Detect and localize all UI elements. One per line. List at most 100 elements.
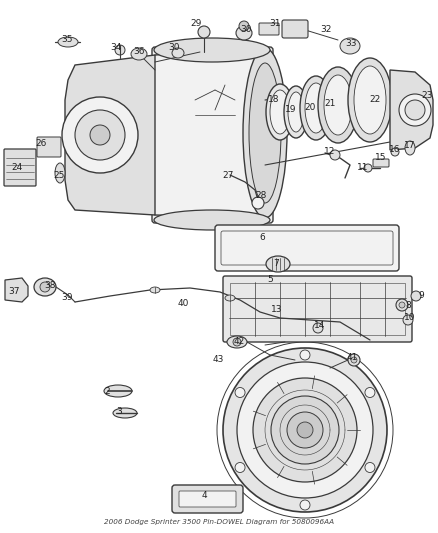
Circle shape — [75, 110, 125, 160]
Text: 7: 7 — [273, 260, 279, 269]
Text: 24: 24 — [11, 163, 23, 172]
Ellipse shape — [354, 66, 386, 134]
Circle shape — [233, 338, 241, 346]
Circle shape — [300, 350, 310, 360]
Ellipse shape — [154, 38, 270, 62]
Text: 20: 20 — [304, 102, 316, 111]
Ellipse shape — [270, 90, 290, 134]
FancyBboxPatch shape — [259, 23, 279, 35]
Ellipse shape — [154, 210, 270, 230]
Circle shape — [198, 26, 210, 38]
Text: 2006 Dodge Sprinter 3500 Pin-DOWEL Diagram for 5080096AA: 2006 Dodge Sprinter 3500 Pin-DOWEL Diagr… — [104, 519, 334, 525]
Text: 11: 11 — [357, 163, 369, 172]
Ellipse shape — [318, 67, 358, 143]
Circle shape — [297, 422, 313, 438]
Text: 30: 30 — [168, 44, 180, 52]
Text: 13: 13 — [271, 305, 283, 314]
Circle shape — [239, 21, 249, 31]
Text: 26: 26 — [35, 139, 47, 148]
Ellipse shape — [58, 37, 78, 47]
Text: 30: 30 — [240, 26, 252, 35]
Circle shape — [237, 362, 373, 498]
Ellipse shape — [266, 84, 294, 140]
Text: 5: 5 — [267, 276, 273, 285]
Polygon shape — [390, 70, 433, 150]
Ellipse shape — [340, 38, 360, 54]
FancyBboxPatch shape — [223, 276, 412, 342]
Text: 28: 28 — [255, 190, 267, 199]
Text: 29: 29 — [191, 20, 201, 28]
FancyBboxPatch shape — [215, 225, 399, 271]
Text: 35: 35 — [61, 36, 73, 44]
Ellipse shape — [113, 408, 137, 418]
Ellipse shape — [243, 48, 287, 218]
Circle shape — [403, 315, 413, 325]
Text: 6: 6 — [259, 233, 265, 243]
FancyBboxPatch shape — [37, 137, 61, 157]
Text: 25: 25 — [53, 171, 65, 180]
Ellipse shape — [131, 48, 147, 60]
Text: 12: 12 — [324, 147, 336, 156]
Text: 16: 16 — [389, 144, 401, 154]
Circle shape — [223, 348, 387, 512]
Text: 39: 39 — [61, 294, 73, 303]
Circle shape — [253, 378, 357, 482]
Polygon shape — [5, 278, 28, 302]
Ellipse shape — [288, 92, 304, 132]
Ellipse shape — [227, 336, 247, 348]
Ellipse shape — [172, 48, 184, 58]
Text: 15: 15 — [375, 154, 387, 163]
Ellipse shape — [284, 86, 308, 138]
Ellipse shape — [324, 75, 352, 135]
Text: 43: 43 — [212, 356, 224, 365]
Text: 4: 4 — [201, 491, 207, 500]
Circle shape — [235, 387, 245, 398]
Circle shape — [271, 396, 339, 464]
Ellipse shape — [55, 163, 65, 183]
Text: 34: 34 — [110, 43, 122, 52]
Polygon shape — [65, 55, 155, 215]
FancyBboxPatch shape — [282, 20, 308, 38]
Circle shape — [252, 197, 264, 209]
Text: 2: 2 — [104, 386, 110, 395]
FancyBboxPatch shape — [4, 149, 36, 186]
Text: 41: 41 — [346, 353, 358, 362]
Text: 31: 31 — [269, 20, 281, 28]
Circle shape — [90, 125, 110, 145]
Text: 32: 32 — [320, 25, 332, 34]
Circle shape — [300, 500, 310, 510]
FancyBboxPatch shape — [179, 491, 236, 507]
Text: 22: 22 — [369, 95, 381, 104]
Ellipse shape — [225, 295, 235, 301]
Text: 40: 40 — [177, 298, 189, 308]
Circle shape — [365, 463, 375, 472]
Text: 36: 36 — [133, 46, 145, 55]
Circle shape — [399, 302, 405, 308]
Ellipse shape — [405, 141, 415, 155]
Circle shape — [313, 323, 323, 333]
Circle shape — [62, 97, 138, 173]
Text: 14: 14 — [314, 320, 326, 329]
Ellipse shape — [305, 83, 327, 133]
Circle shape — [396, 299, 408, 311]
Text: 21: 21 — [324, 99, 336, 108]
Circle shape — [391, 148, 399, 156]
Circle shape — [405, 100, 425, 120]
FancyBboxPatch shape — [373, 159, 389, 167]
Ellipse shape — [236, 26, 252, 40]
Text: 42: 42 — [233, 336, 245, 345]
FancyBboxPatch shape — [152, 47, 273, 223]
Text: 3: 3 — [116, 408, 122, 416]
Ellipse shape — [150, 287, 160, 293]
Text: 10: 10 — [404, 312, 416, 321]
Circle shape — [365, 387, 375, 398]
Ellipse shape — [300, 76, 332, 140]
Ellipse shape — [348, 58, 392, 142]
Text: 17: 17 — [404, 141, 416, 149]
Text: 37: 37 — [8, 287, 20, 295]
Ellipse shape — [34, 278, 56, 296]
Circle shape — [40, 282, 50, 292]
Bar — [230, 283, 405, 335]
Circle shape — [351, 357, 357, 363]
Text: 33: 33 — [345, 39, 357, 49]
